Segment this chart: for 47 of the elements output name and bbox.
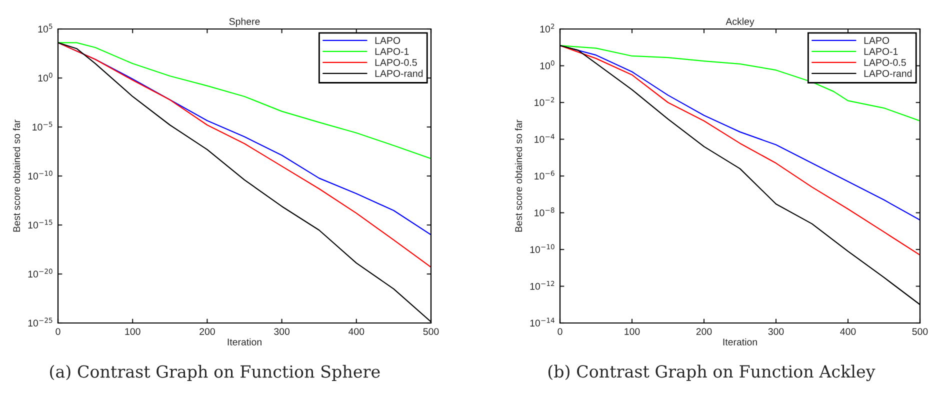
y-tick-label: 10$^{−15}$ [28, 220, 52, 229]
y-tick-label: 10$^{0}$ [540, 60, 554, 70]
y-tick-label: 10$^{5}$ [38, 24, 52, 33]
legend-label: LAPO [864, 37, 890, 44]
y-tick-label: 10$^{0}$ [38, 72, 52, 82]
x-tick-label: 400 [348, 328, 364, 335]
line-series [58, 42, 431, 160]
text: (a) Contrast Graph on Function Sphere [50, 364, 380, 382]
x-axis-title: Iteration [228, 338, 262, 346]
x-tick-label: 100 [624, 328, 640, 335]
x-tick-label: 200 [200, 328, 215, 335]
legend-label: LAPO-1 [864, 48, 898, 55]
x-axis-title: Iteration [723, 338, 757, 346]
y-tick-label: 10$^{−25}$ [28, 318, 52, 327]
y-tick-label: 10$^{2}$ [540, 24, 554, 33]
y-tick-label: 10$^{−2}$ [534, 97, 554, 106]
y-tick-label: 10$^{−10}$ [530, 244, 554, 254]
x-tick-label: 100 [125, 328, 140, 335]
x-tick-label: 500 [912, 328, 928, 335]
x-tick-label: 300 [274, 328, 290, 335]
text: (b) Contrast Graph on Function Ackley [548, 364, 876, 382]
legend-label: LAPO-rand [864, 70, 912, 77]
legend-label: LAPO-rand [375, 70, 423, 77]
y-tick-label: 10$^{−12}$ [530, 280, 554, 290]
chart-title: Ackley [726, 18, 754, 27]
x-tick-label: 0 [56, 328, 60, 335]
y-tick-label: 10$^{−10}$ [28, 170, 52, 180]
legend-label: LAPO-0.5 [864, 59, 906, 66]
x-tick-label: 0 [558, 328, 562, 335]
legend-label: LAPO [375, 37, 400, 44]
legend-label: LAPO-0.5 [375, 59, 417, 66]
line-series [560, 44, 920, 256]
x-tick-label: 200 [696, 328, 712, 335]
x-tick-label: 300 [768, 328, 784, 335]
y-tick-label: 10$^{−14}$ [530, 318, 554, 327]
x-tick-label: 400 [840, 328, 856, 335]
x-tick-label: 500 [423, 328, 439, 335]
y-axis-title: Best score obtained so far [12, 120, 20, 232]
y-tick-label: 10$^{−5}$ [32, 122, 52, 131]
legend-label: LAPO-1 [375, 48, 409, 55]
y-tick-label: 10$^{−8}$ [534, 207, 554, 216]
chart-title: Sphere [229, 18, 260, 27]
y-tick-label: 10$^{−20}$ [28, 268, 52, 278]
y-axis-title: Best score obtained so far [514, 120, 522, 232]
y-tick-label: 10$^{−4}$ [534, 134, 554, 143]
y-tick-label: 10$^{−6}$ [534, 170, 554, 180]
line-series [560, 44, 920, 122]
